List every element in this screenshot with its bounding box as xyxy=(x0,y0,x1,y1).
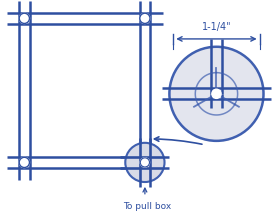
Circle shape xyxy=(212,89,221,98)
Circle shape xyxy=(140,13,150,23)
Text: To pull box: To pull box xyxy=(123,202,171,211)
Circle shape xyxy=(125,143,165,182)
Text: 1-1/4": 1-1/4" xyxy=(202,22,231,32)
Circle shape xyxy=(140,158,150,167)
Circle shape xyxy=(19,13,29,23)
Circle shape xyxy=(19,157,29,168)
Circle shape xyxy=(169,47,263,141)
